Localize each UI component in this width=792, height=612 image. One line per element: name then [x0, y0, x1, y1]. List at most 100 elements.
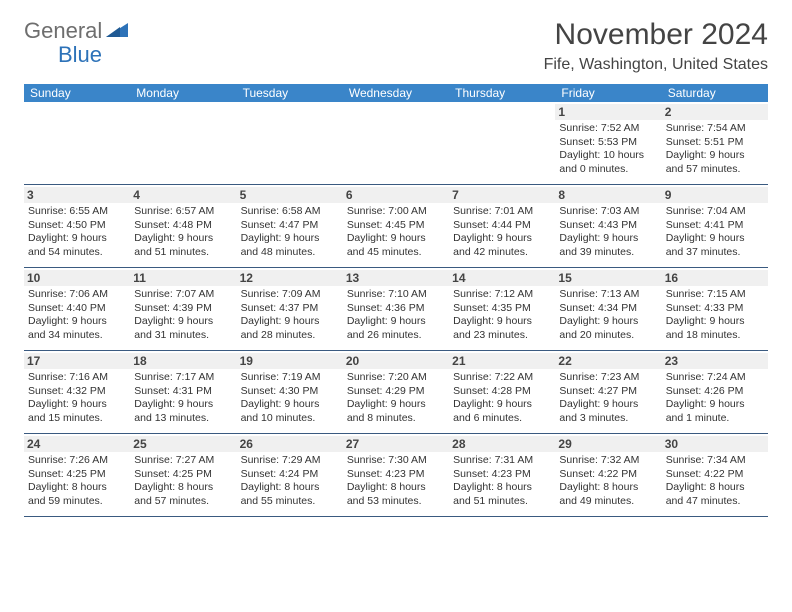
sunset: Sunset: 4:41 PM: [666, 219, 764, 233]
sunset: Sunset: 4:32 PM: [28, 385, 126, 399]
day-info: Sunrise: 7:13 AMSunset: 4:34 PMDaylight:…: [559, 288, 657, 343]
sunset: Sunset: 4:33 PM: [666, 302, 764, 316]
sunrise: Sunrise: 6:57 AM: [134, 205, 232, 219]
sunset: Sunset: 4:36 PM: [347, 302, 445, 316]
day-cell: 14Sunrise: 7:12 AMSunset: 4:35 PMDayligh…: [449, 268, 555, 350]
day-info: Sunrise: 7:31 AMSunset: 4:23 PMDaylight:…: [453, 454, 551, 509]
day-cell: 2Sunrise: 7:54 AMSunset: 5:51 PMDaylight…: [662, 102, 768, 184]
day-cell: 21 Sunrise: 7:22 AMSunset: 4:28 PMDayligh…: [449, 351, 555, 433]
sunset: Sunset: 4:45 PM: [347, 219, 445, 233]
day-cell: 16 Sunrise: 7:15 AMSunset: 4:33 PMDayligh…: [662, 268, 768, 350]
daylight: Daylight: 8 hours and 53 minutes.: [347, 481, 445, 508]
day-info: Sunrise: 7:52 AMSunset: 5:53 PMDaylight:…: [559, 122, 657, 177]
day-number: 30: [662, 436, 768, 452]
sunset: Sunset: 4:40 PM: [28, 302, 126, 316]
sunrise: Sunrise: 7:15 AM: [666, 288, 764, 302]
sunset: Sunset: 4:29 PM: [347, 385, 445, 399]
sunrise: Sunrise: 7:13 AM: [559, 288, 657, 302]
day-number: 20: [343, 353, 449, 369]
sunrise: Sunrise: 7:34 AM: [666, 454, 764, 468]
day-cell: 29Sunrise: 7:32 AMSunset: 4:22 PMDayligh…: [555, 434, 661, 516]
day-number: 26: [237, 436, 343, 452]
sunrise: Sunrise: 7:07 AM: [134, 288, 232, 302]
sunset: Sunset: 4:23 PM: [453, 468, 551, 482]
sunrise: Sunrise: 7:04 AM: [666, 205, 764, 219]
week-row: 10 Sunrise: 7:06 AMSunset: 4:40 PM Dayligh…: [24, 268, 768, 351]
sunset: Sunset: 4:25 PM: [28, 468, 126, 482]
day-number: 10: [24, 270, 130, 286]
sunrise: Sunrise: 7:24 AM: [666, 371, 764, 385]
sunset: Sunset: 4:24 PM: [241, 468, 339, 482]
sunset: Sunset: 4:26 PM: [666, 385, 764, 399]
daylight: Daylight: 10 hours and 0 minutes.: [559, 149, 657, 176]
day-cell: [237, 102, 343, 184]
dow-header: Sunday Monday Tuesday Wednesday Thursday…: [24, 84, 768, 102]
day-info: Sunrise: 7:16 AMSunset: 4:32 PMDaylight:…: [28, 371, 126, 426]
day-number: 2: [662, 104, 768, 120]
sunset: Sunset: 4:27 PM: [559, 385, 657, 399]
day-number: 11: [130, 270, 236, 286]
week-row: 3Sunrise: 6:55 AMSunset: 4:50 PMDaylight…: [24, 185, 768, 268]
dow-mon: Monday: [130, 84, 236, 102]
sunrise: Sunrise: 7:16 AM: [28, 371, 126, 385]
sunset: Sunset: 4:35 PM: [453, 302, 551, 316]
daylight: Daylight: 9 hours and 1 minute.: [666, 398, 764, 425]
header: General November 2024 Fife, Washington, …: [24, 18, 768, 74]
title-block: November 2024 Fife, Washington, United S…: [544, 18, 768, 74]
day-cell: 26Sunrise: 7:29 AMSunset: 4:24 PMDayligh…: [237, 434, 343, 516]
dow-thu: Thursday: [449, 84, 555, 102]
week-row: 17Sunrise: 7:16 AMSunset: 4:32 PMDayligh…: [24, 351, 768, 434]
logo-sub: Blue: [56, 42, 102, 68]
day-info: Sunrise: 7:23 AMSunset: 4:27 PMDaylight:…: [559, 371, 657, 426]
sunrise: Sunrise: 7:06 AM: [28, 288, 126, 302]
day-info: Sunrise: 7:20 AMSunset: 4:29 PMDaylight:…: [347, 371, 445, 426]
day-info: Sunrise: 6:58 AMSunset: 4:47 PMDaylight:…: [241, 205, 339, 260]
daylight: Daylight: 9 hours and 39 minutes.: [559, 232, 657, 259]
day-cell: 1Sunrise: 7:52 AMSunset: 5:53 PMDaylight…: [555, 102, 661, 184]
day-info: Sunrise: 7:00 AMSunset: 4:45 PMDaylight:…: [347, 205, 445, 260]
daylight: Daylight: 9 hours and 45 minutes.: [347, 232, 445, 259]
daylight: Daylight: 9 hours and 48 minutes.: [241, 232, 339, 259]
day-cell: 27Sunrise: 7:30 AMSunset: 4:23 PMDayligh…: [343, 434, 449, 516]
day-number: 21: [449, 353, 555, 369]
sunrise: Sunrise: 7:30 AM: [347, 454, 445, 468]
day-cell: 6Sunrise: 7:00 AMSunset: 4:45 PMDaylight…: [343, 185, 449, 267]
sunrise: Sunrise: 7:22 AM: [453, 371, 551, 385]
logo-text-2: Blue: [58, 42, 102, 67]
sunset: Sunset: 5:53 PM: [559, 136, 657, 150]
month-title: November 2024: [544, 18, 768, 52]
day-info: Sunrise: 7:15 AMSunset: 4:33 PMDaylight:…: [666, 288, 764, 343]
daylight: Daylight: 9 hours and 6 minutes.: [453, 398, 551, 425]
sunrise: Sunrise: 7:31 AM: [453, 454, 551, 468]
day-cell: 25Sunrise: 7:27 AMSunset: 4:25 PMDayligh…: [130, 434, 236, 516]
day-number: 8: [555, 187, 661, 203]
sunset: Sunset: 5:51 PM: [666, 136, 764, 150]
day-info: Sunrise: 7:10 AMSunset: 4:36 PMDaylight:…: [347, 288, 445, 343]
day-info: Sunrise: 7:26 AMSunset: 4:25 PMDaylight:…: [28, 454, 126, 509]
sunset: Sunset: 4:25 PM: [134, 468, 232, 482]
day-number: 18: [130, 353, 236, 369]
daylight: Daylight: 9 hours and 51 minutes.: [134, 232, 232, 259]
day-info: Sunrise: 7:07 AMSunset: 4:39 PMDaylight:…: [134, 288, 232, 343]
sunset: Sunset: 4:43 PM: [559, 219, 657, 233]
day-number: 16: [662, 270, 768, 286]
day-cell: 12Sunrise: 7:09 AMSunset: 4:37 PMDayligh…: [237, 268, 343, 350]
week-row: 24Sunrise: 7:26 AMSunset: 4:25 PMDayligh…: [24, 434, 768, 517]
logo-text-1: General: [24, 18, 102, 44]
dow-wed: Wednesday: [343, 84, 449, 102]
day-cell: 23Sunrise: 7:24 AMSunset: 4:26 PMDayligh…: [662, 351, 768, 433]
day-number: 13: [343, 270, 449, 286]
daylight: Daylight: 9 hours and 13 minutes.: [134, 398, 232, 425]
logo: General: [24, 18, 130, 44]
sunrise: Sunrise: 7:01 AM: [453, 205, 551, 219]
daylight: Daylight: 8 hours and 57 minutes.: [134, 481, 232, 508]
sunrise: Sunrise: 7:54 AM: [666, 122, 764, 136]
daylight: Daylight: 9 hours and 23 minutes.: [453, 315, 551, 342]
day-info: Sunrise: 7:24 AMSunset: 4:26 PMDaylight:…: [666, 371, 764, 426]
day-info: Sunrise: 7:30 AMSunset: 4:23 PMDaylight:…: [347, 454, 445, 509]
day-cell: [449, 102, 555, 184]
sunrise: Sunrise: 7:17 AM: [134, 371, 232, 385]
day-number: 14: [449, 270, 555, 286]
day-info: Sunrise: 7:22 AMSunset: 4:28 PMDaylight:…: [453, 371, 551, 426]
calendar: Sunday Monday Tuesday Wednesday Thursday…: [24, 84, 768, 517]
